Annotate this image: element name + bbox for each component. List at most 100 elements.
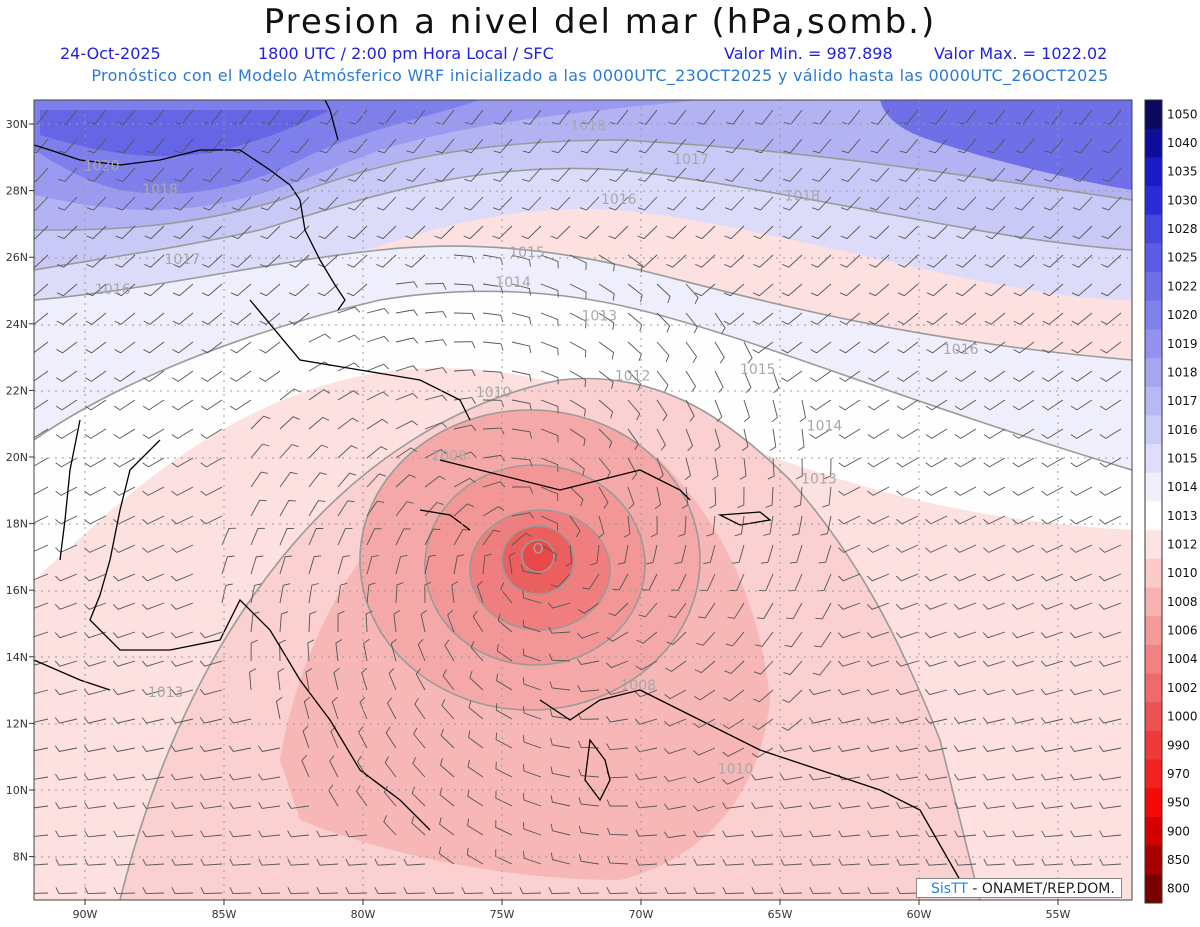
isobars [34, 139, 1132, 900]
colorbar-label: 1002 [1167, 681, 1198, 695]
contour-label: 1018 [570, 119, 606, 135]
colorbar-swatch [1145, 214, 1162, 244]
latitude-labels: 30N 28N 26N 24N 22N 20N 18N 16N 14N 12N 10N 8N [6, 118, 34, 864]
colorbar-swatch [1145, 272, 1162, 302]
lon-label: 90W [73, 908, 98, 921]
lat-label: 14N [6, 651, 28, 664]
colorbar-label: 1012 [1167, 538, 1198, 552]
credit-box: SisTT - ONAMET/REP.DOM. [916, 878, 1122, 898]
contour-label: O [533, 542, 544, 558]
credit-text: - ONAMET/REP.DOM. [972, 881, 1115, 897]
colorbar-label: 1035 [1167, 165, 1198, 179]
colorbar-label: 1020 [1167, 308, 1198, 322]
colorbar-swatch [1145, 358, 1162, 388]
colorbar-swatch [1145, 157, 1162, 187]
contour-label: 1015 [509, 245, 545, 261]
contour-labels: 1020 1018 1018 1017 1016 1018 1017 1016 1015 1014… [84, 119, 979, 778]
valid-time: 1800 UTC / 2:00 pm Hora Local / SFC [258, 44, 554, 63]
colorbar-swatch [1145, 415, 1162, 445]
colorbar-swatch [1145, 444, 1162, 474]
colorbar-swatch [1145, 644, 1162, 675]
colorbar-swatch [1145, 243, 1162, 273]
colorbar-label: 850 [1167, 853, 1190, 867]
lat-label: 28N [6, 185, 28, 198]
contour-label: 1013 [801, 472, 837, 488]
contour-label: 1017 [673, 152, 709, 168]
colorbar-swatch [1145, 874, 1162, 904]
colorbar-label: 1004 [1167, 652, 1198, 666]
colorbar-swatch [1145, 845, 1162, 875]
contour-label: 1008 [431, 448, 467, 464]
colorbar-label: 1028 [1167, 222, 1198, 236]
colorbar-swatch [1145, 300, 1162, 330]
colorbar-label: 950 [1167, 796, 1190, 810]
colorbar-label: 1000 [1167, 710, 1198, 724]
contour-label: 1010 [718, 761, 754, 777]
contour-label: 1010 [476, 385, 512, 401]
coastlines [34, 100, 961, 881]
colorbar-swatch [1145, 730, 1162, 761]
valid-date: 24-Oct-2025 [60, 44, 161, 63]
colorbar-swatch [1145, 759, 1162, 789]
colorbar-swatch [1145, 558, 1162, 589]
contour-label: 1017 [164, 252, 200, 268]
colorbar-swatch [1145, 186, 1162, 216]
lat-label: 24N [6, 318, 28, 331]
colorbar-label: 800 [1167, 882, 1190, 896]
lat-label: 20N [6, 451, 28, 464]
contour-label: 1016 [95, 282, 131, 298]
lat-label: 30N [6, 118, 28, 131]
lat-label: 22N [6, 384, 28, 397]
lat-label: 16N [6, 584, 28, 597]
colorbar-label: 1016 [1167, 423, 1198, 437]
contour-label: 1013 [148, 685, 184, 701]
lat-label: 12N [6, 717, 28, 730]
colorbar-label: 1008 [1167, 595, 1198, 609]
colorbar-label: 990 [1167, 738, 1190, 752]
contour-label: 1020 [84, 159, 120, 175]
contour-label: 1016 [943, 342, 979, 358]
colorbar-label: 1022 [1167, 279, 1198, 293]
colorbar-swatch [1145, 472, 1162, 502]
longitude-labels: 90W 85W 80W 75W 70W 65W 60W 55W [73, 900, 1071, 921]
colorbar-label: 1017 [1167, 394, 1198, 408]
colorbar-swatch [1145, 329, 1162, 359]
max-value: Valor Max. = 1022.02 [934, 44, 1108, 63]
contour-label: 1008 [620, 678, 656, 694]
colorbar: 1050 1040 1035 1030 1028 1025 1022 1020 1019 1018… [1144, 99, 1198, 904]
wind-barbs [34, 109, 1122, 895]
map-title: Presion a nivel del mar (hPa,somb.) [263, 2, 937, 42]
lon-label: 55W [1046, 908, 1071, 921]
colorbar-swatch [1145, 673, 1162, 703]
colorbar-swatch [1145, 788, 1162, 818]
contour-label: 1014 [807, 418, 843, 434]
contour-label: 1018 [142, 182, 178, 198]
contour-label: 1018 [784, 189, 820, 205]
graticule [34, 100, 1132, 900]
colorbar-swatch [1145, 816, 1162, 847]
contour-label: 1014 [495, 275, 531, 291]
map-field: 1020 1018 1018 1017 1016 1018 1017 1016 1015 1014… [34, 100, 1132, 900]
contour-label: 1015 [740, 362, 776, 378]
contour-label: 1012 [615, 368, 651, 384]
lat-label: 10N [6, 784, 28, 797]
colorbar-label: 900 [1167, 824, 1190, 838]
forecast-info: Pronóstico con el Modelo Atmósferico WRF… [91, 66, 1109, 85]
colorbar-swatch [1145, 530, 1162, 560]
colorbar-swatch [1145, 616, 1162, 646]
lon-label: 70W [629, 908, 654, 921]
lon-label: 60W [907, 908, 932, 921]
colorbar-label: 1019 [1167, 337, 1198, 351]
sistt-logo: SisTT [931, 881, 968, 897]
contour-label: 1013 [581, 308, 617, 324]
colorbar-swatch [1145, 702, 1162, 732]
colorbar-swatch [1145, 128, 1162, 158]
map-frame [33, 99, 1133, 901]
min-value: Valor Min. = 987.898 [724, 44, 893, 63]
colorbar-swatch [1145, 386, 1162, 416]
colorbar-label: 1014 [1167, 480, 1198, 494]
colorbar-label: 1006 [1167, 624, 1198, 638]
colorbar-label: 1015 [1167, 451, 1198, 465]
colorbar-label: 970 [1167, 767, 1190, 781]
lon-label: 75W [490, 908, 515, 921]
